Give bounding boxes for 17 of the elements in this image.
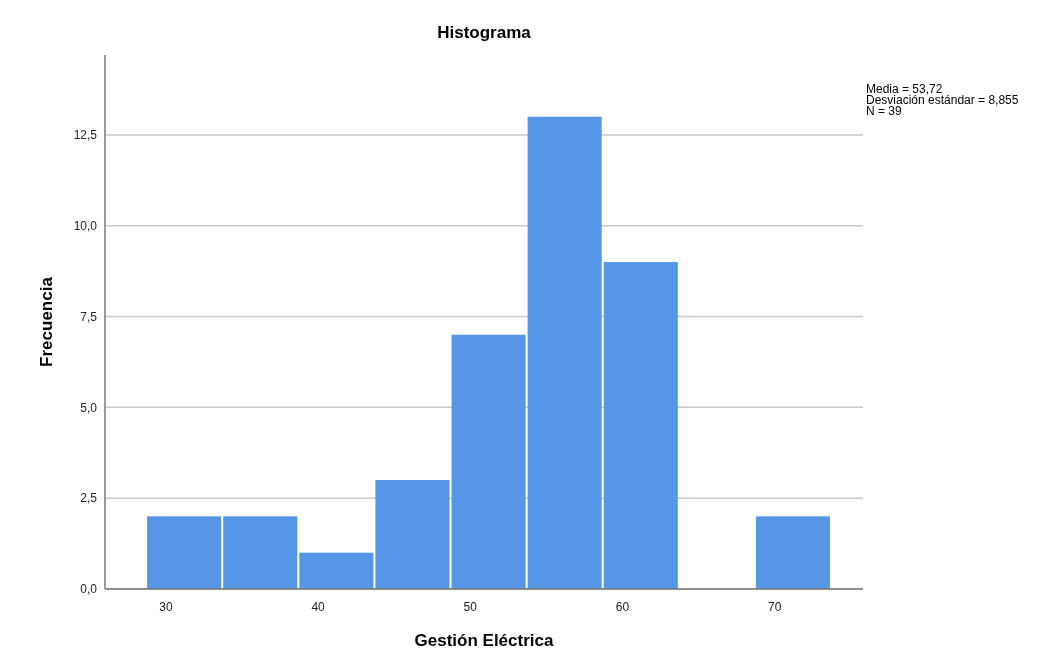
x-tick-label: 70 bbox=[768, 600, 782, 614]
text: Media = 53,72 bbox=[866, 82, 943, 96]
y-tick-label: 7,5 bbox=[80, 309, 98, 324]
x-axis-title: Gestión Eléctrica bbox=[414, 631, 554, 650]
y-tick-label: 0,0 bbox=[80, 582, 98, 597]
x-tick-label: 60 bbox=[615, 600, 630, 614]
text: Desviación estándar = 8,855 bbox=[866, 93, 1019, 107]
text: N = 39 bbox=[866, 104, 903, 118]
y-axis-title: Frecuencia bbox=[37, 276, 56, 367]
y-tick-label: 10,0 bbox=[73, 218, 98, 233]
y-tick-label: 12,5 bbox=[73, 128, 98, 143]
y-tick-label: 2,5 bbox=[80, 491, 98, 506]
x-tick-label: 40 bbox=[311, 600, 326, 614]
y-tick-label: 5,0 bbox=[80, 400, 98, 415]
x-tick-label: 30 bbox=[159, 600, 173, 614]
x-tick-label: 50 bbox=[463, 600, 478, 614]
chart-title: Histograma bbox=[437, 23, 532, 42]
